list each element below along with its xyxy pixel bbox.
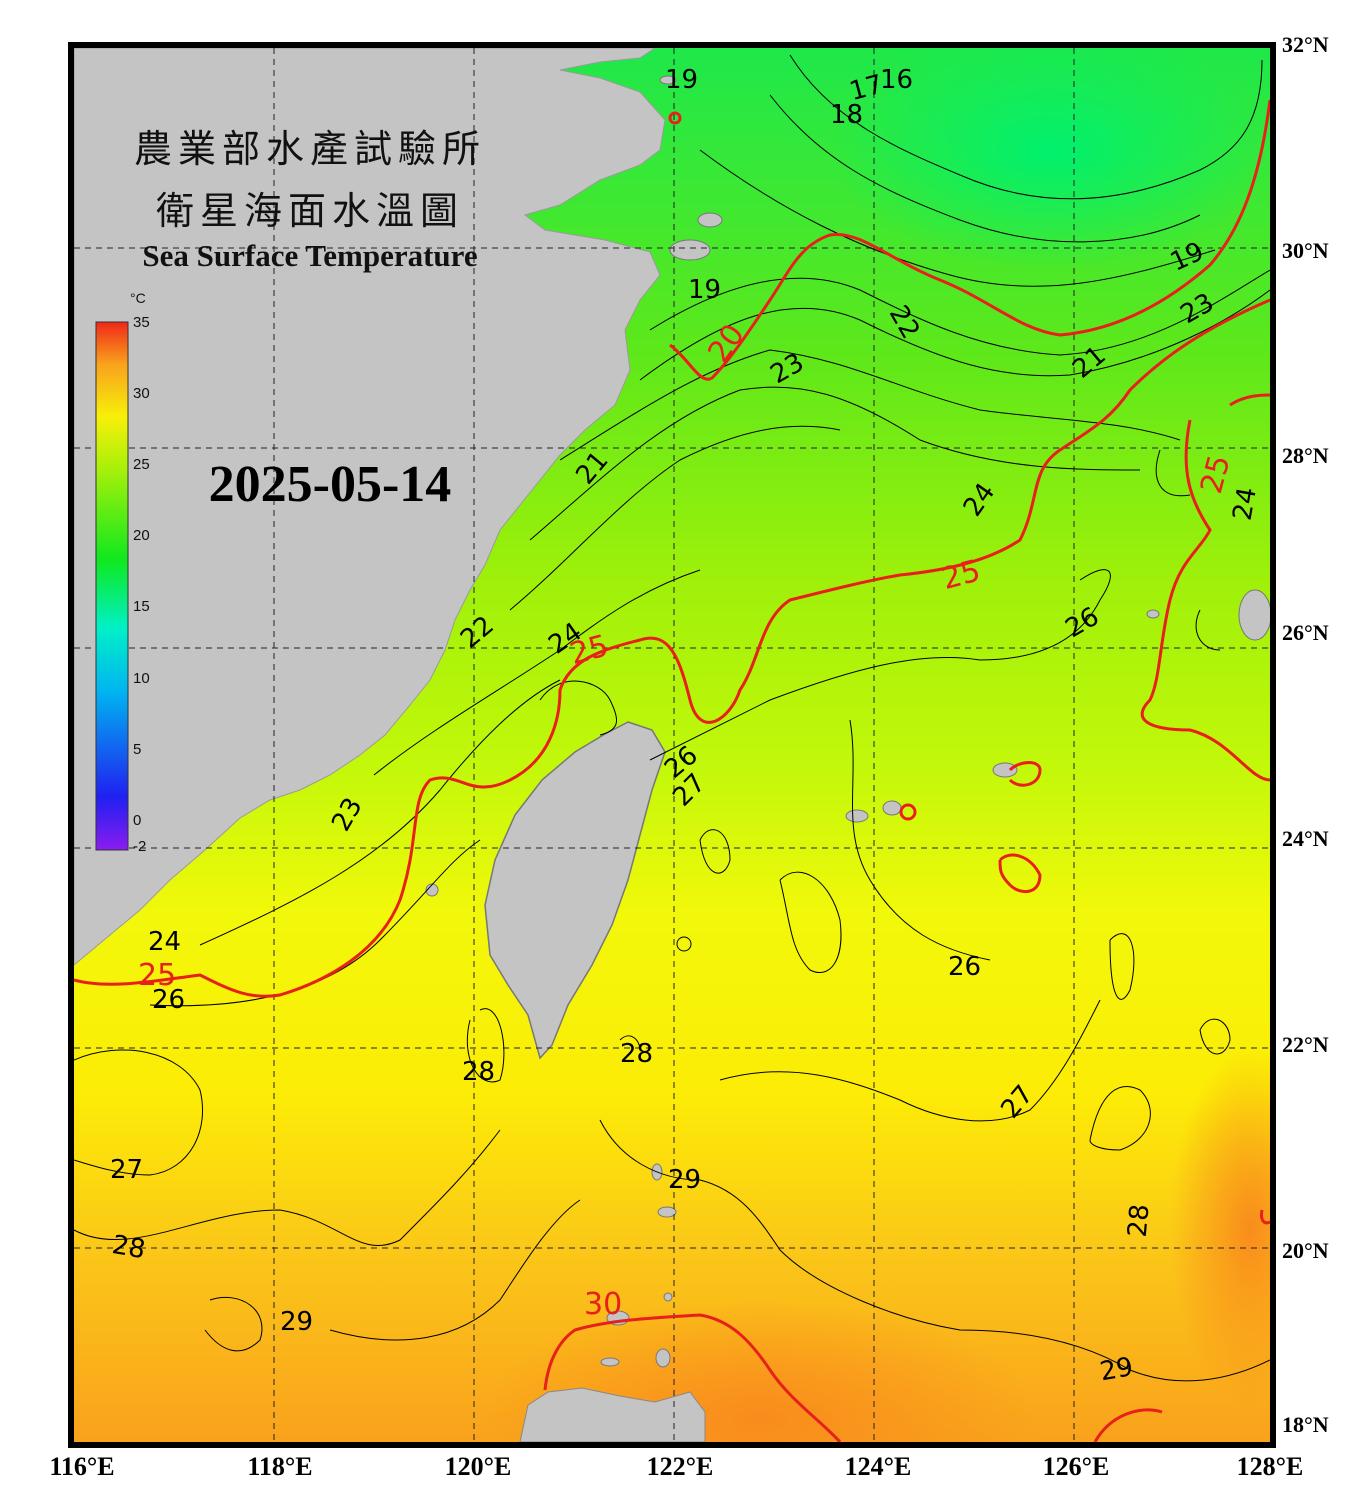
- colorbar-tick: 30: [133, 385, 150, 402]
- title-english: Sea Surface Temperature: [142, 238, 478, 273]
- lat-label-28n: 28°N: [1282, 443, 1329, 468]
- lat-label-24n: 24°N: [1282, 826, 1329, 851]
- contour-label: 28: [620, 1039, 653, 1069]
- lat-label-18n: 18°N: [1282, 1412, 1329, 1437]
- lon-label-118e: 118°E: [247, 1452, 313, 1481]
- contour-label: 29: [1098, 1352, 1136, 1387]
- colorbar-tick: 10: [133, 670, 150, 687]
- colorbar-tick: -2: [133, 838, 147, 855]
- colorbar-tick: 25: [133, 456, 150, 473]
- colorbar-unit: °C: [130, 290, 146, 306]
- contour-label: 24: [1228, 485, 1263, 523]
- contour-label: 26: [152, 985, 185, 1015]
- colorbar-tick: 35: [133, 314, 150, 331]
- isotherms-black: [74, 54, 1270, 1382]
- title-agency: 農業部水產試驗所: [133, 127, 486, 171]
- isotherms-red: [74, 99, 1270, 1442]
- contour-label: 24: [148, 927, 181, 957]
- colorbar: [95, 321, 129, 851]
- lon-label-126e: 126°E: [1042, 1452, 1110, 1481]
- colorbar-tick: 5: [133, 741, 142, 758]
- sea-field: 19 16 17 18 19 22 23 19 23 21 21 24 24 2…: [74, 48, 1270, 1442]
- graticule: [74, 48, 1270, 1442]
- date-label: 2025-05-14: [208, 456, 452, 513]
- lon-label-120e: 120°E: [444, 1452, 512, 1481]
- contour-label: 28: [110, 1230, 148, 1265]
- contour-label: 29: [668, 1165, 701, 1195]
- contour-label: 26: [948, 952, 981, 982]
- lat-label-20n: 20°N: [1282, 1238, 1329, 1263]
- lon-label-128e: 128°E: [1236, 1452, 1304, 1481]
- contour-label-red: 30: [584, 1287, 622, 1322]
- contour-label: 16: [880, 65, 913, 95]
- colorbar-tick: 20: [133, 527, 150, 544]
- lat-label-26n: 26°N: [1282, 620, 1329, 645]
- contour-label-red: 25: [138, 958, 176, 993]
- colorbar-tick: 0: [133, 812, 142, 829]
- contour-label: 18: [830, 100, 863, 130]
- map-frame: [68, 42, 1276, 1448]
- lat-label-30n: 30°N: [1282, 238, 1329, 263]
- contour-label: 19: [665, 65, 698, 95]
- contour-label: 19: [688, 275, 721, 305]
- contour-label: 28: [1123, 1203, 1156, 1239]
- lat-label-32n: 32°N: [1282, 32, 1329, 57]
- title-map-name: 衛星海面水溫圖: [155, 189, 464, 233]
- mainland-china-land: [74, 48, 666, 966]
- contour-label: 28: [462, 1057, 495, 1087]
- contour-label: 27: [110, 1155, 143, 1185]
- taiwan-land: [484, 721, 666, 1060]
- lon-label-116e: 116°E: [49, 1452, 115, 1481]
- luzon-land: [519, 1387, 706, 1442]
- colorbar-tick: 15: [133, 598, 150, 615]
- lon-label-122e: 122°E: [646, 1452, 714, 1481]
- lat-label-22n: 22°N: [1282, 1032, 1329, 1057]
- lon-label-124e: 124°E: [844, 1452, 912, 1481]
- islands: [425, 75, 1270, 1368]
- contour-label: 29: [280, 1307, 313, 1337]
